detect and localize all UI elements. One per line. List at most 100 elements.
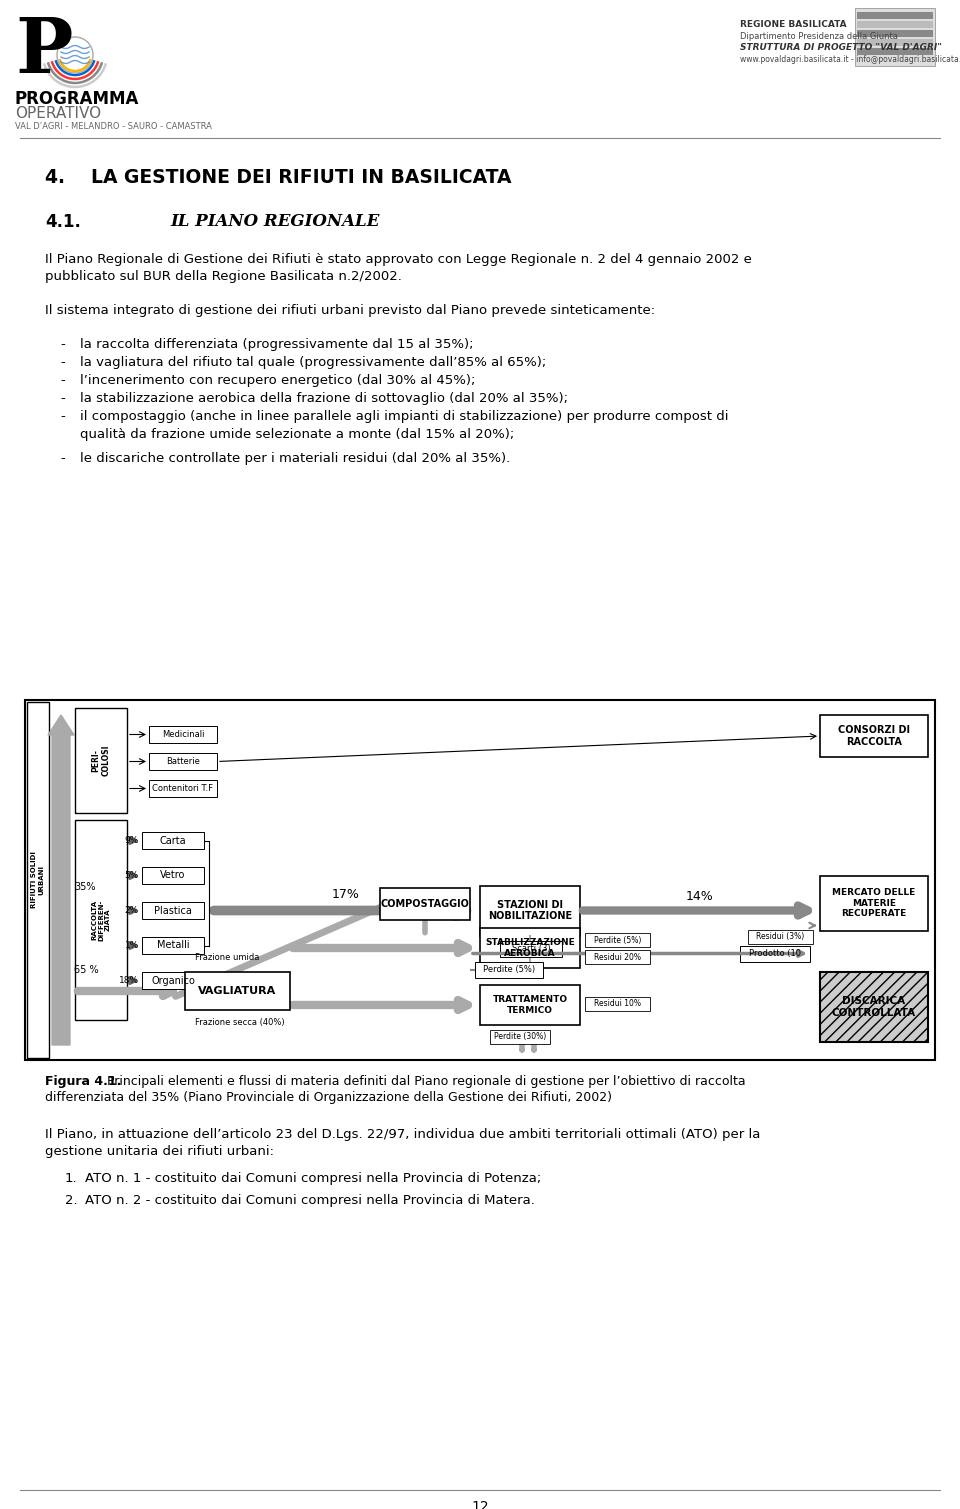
Text: RACCOLTA
DIFFEREN-
ZIATA: RACCOLTA DIFFEREN- ZIATA: [91, 899, 111, 940]
Text: la raccolta differenziata (progressivamente dal 15 al 35%);: la raccolta differenziata (progressivame…: [80, 338, 473, 352]
Bar: [149, 753, 217, 770]
Text: Perdite (5%): Perdite (5%): [483, 964, 535, 973]
Text: gestione unitaria dei rifiuti urbani:: gestione unitaria dei rifiuti urbani:: [45, 1145, 274, 1157]
Text: 12: 12: [471, 1500, 489, 1509]
Text: Contenitori T.F: Contenitori T.F: [153, 785, 213, 794]
Text: PERI-
COLOSI: PERI- COLOSI: [91, 745, 110, 776]
Text: DISCARICA
CONTROLLATA: DISCARICA CONTROLLATA: [832, 996, 916, 1017]
Text: 35%: 35%: [74, 883, 95, 892]
Bar: [748, 930, 813, 945]
Text: 17%: 17%: [331, 887, 359, 901]
Text: -: -: [60, 356, 64, 370]
Text: Residui (3%): Residui (3%): [756, 933, 804, 942]
Bar: [820, 715, 928, 758]
Text: 4.1.: 4.1.: [45, 213, 81, 231]
Bar: [740, 946, 810, 961]
Text: qualità da frazione umide selezionate a monte (dal 15% al 20%);: qualità da frazione umide selezionate a …: [80, 429, 515, 441]
Text: Residui 20%: Residui 20%: [594, 952, 641, 961]
Text: www.povaldagri.basilicata.it - info@povaldagri.basilicata.it: www.povaldagri.basilicata.it - info@pova…: [740, 54, 960, 63]
Bar: [142, 831, 204, 850]
Text: STRUTTURA DI PROGETTO "VAL D'AGRI": STRUTTURA DI PROGETTO "VAL D'AGRI": [740, 42, 942, 51]
Bar: [857, 21, 933, 29]
Text: 4.    LA GESTIONE DEI RIFIUTI IN BASILICATA: 4. LA GESTIONE DEI RIFIUTI IN BASILICATA: [45, 167, 512, 187]
Bar: [480, 886, 580, 936]
Text: 1%: 1%: [125, 942, 139, 951]
Text: Plastica: Plastica: [154, 905, 192, 916]
Bar: [75, 708, 127, 813]
Text: Frazione umida: Frazione umida: [195, 954, 259, 963]
Bar: [490, 1031, 550, 1044]
Text: 18%: 18%: [119, 976, 139, 985]
Bar: [149, 726, 217, 742]
Text: COMPOSTAGGIO: COMPOSTAGGIO: [380, 899, 469, 908]
Bar: [585, 951, 650, 964]
Text: la vagliatura del rifiuto tal quale (progressivamente dall’85% al 65%);: la vagliatura del rifiuto tal quale (pro…: [80, 356, 546, 370]
Bar: [25, 700, 935, 1059]
Text: pubblicato sul BUR della Regione Basilicata n.2/2002.: pubblicato sul BUR della Regione Basilic…: [45, 270, 402, 284]
Bar: [142, 902, 204, 919]
Text: VAL D’AGRI - MELANDRO - SAURO - CAMASTRA: VAL D’AGRI - MELANDRO - SAURO - CAMASTRA: [15, 122, 212, 131]
Text: Il Piano Regionale di Gestione dei Rifiuti è stato approvato con Legge Regionale: Il Piano Regionale di Gestione dei Rifiu…: [45, 254, 752, 266]
Text: 2.: 2.: [65, 1194, 78, 1207]
Text: ATO n. 1 - costituito dai Comuni compresi nella Provincia di Potenza;: ATO n. 1 - costituito dai Comuni compres…: [85, 1172, 541, 1185]
FancyArrow shape: [48, 715, 74, 1046]
Text: la stabilizzazione aerobica della frazione di sottovaglio (dal 20% al 35%);: la stabilizzazione aerobica della frazio…: [80, 392, 568, 404]
Text: le discariche controllate per i materiali residui (dal 20% al 35%).: le discariche controllate per i material…: [80, 453, 511, 465]
Text: Residui 10%: Residui 10%: [594, 999, 641, 1008]
Text: Il Piano, in attuazione dell’articolo 23 del D.Lgs. 22/97, individua due ambiti : Il Piano, in attuazione dell’articolo 23…: [45, 1129, 760, 1141]
Text: Scarti (3): Scarti (3): [512, 945, 550, 954]
Text: Prodotto (10: Prodotto (10: [749, 949, 801, 958]
Bar: [855, 8, 935, 66]
Bar: [500, 940, 562, 957]
Bar: [585, 997, 650, 1011]
Text: MERCATO DELLE
MATERIE
RECUPERATE: MERCATO DELLE MATERIE RECUPERATE: [832, 889, 916, 917]
Text: Il sistema integrato di gestione dei rifiuti urbani previsto dal Piano prevede s: Il sistema integrato di gestione dei rif…: [45, 303, 655, 317]
Bar: [185, 972, 290, 1010]
Bar: [857, 48, 933, 54]
Bar: [380, 887, 470, 920]
Bar: [857, 12, 933, 20]
Text: RIFIUTI SOLIDI
URBANI: RIFIUTI SOLIDI URBANI: [32, 851, 44, 908]
Text: STABILIZZAZIONE
AEROBICA: STABILIZZAZIONE AEROBICA: [485, 939, 575, 958]
Text: STAZIONI DI
NOBILITAZIONE: STAZIONI DI NOBILITAZIONE: [488, 899, 572, 922]
Text: -: -: [60, 392, 64, 404]
Bar: [142, 972, 204, 988]
Text: Metalli: Metalli: [156, 940, 189, 951]
Text: REGIONE BASILICATA: REGIONE BASILICATA: [740, 20, 847, 29]
Bar: [585, 933, 650, 948]
Text: 5%: 5%: [125, 871, 139, 880]
Text: differenziata del 35% (Piano Provinciale di Organizzazione della Gestione dei Ri: differenziata del 35% (Piano Provinciale…: [45, 1091, 612, 1105]
Text: -: -: [60, 453, 64, 465]
Text: Vetro: Vetro: [160, 871, 185, 880]
Bar: [149, 780, 217, 797]
Text: 65 %: 65 %: [74, 964, 99, 975]
Text: OPERATIVO: OPERATIVO: [15, 106, 101, 121]
Text: Carta: Carta: [159, 836, 186, 845]
Text: -: -: [60, 338, 64, 352]
Text: ATO n. 2 - costituito dai Comuni compresi nella Provincia di Matera.: ATO n. 2 - costituito dai Comuni compres…: [85, 1194, 535, 1207]
Bar: [480, 928, 580, 967]
Bar: [75, 819, 127, 1020]
Text: il compostaggio (anche in linee parallele agli impianti di stabilizzazione) per : il compostaggio (anche in linee parallel…: [80, 410, 729, 423]
Text: -: -: [60, 374, 64, 386]
Bar: [480, 985, 580, 1025]
Text: Principali elementi e flussi di materia definiti dal Piano regionale di gestione: Principali elementi e flussi di materia …: [103, 1074, 746, 1088]
Text: VAGLIATURA: VAGLIATURA: [199, 985, 276, 996]
Bar: [820, 972, 928, 1043]
Bar: [142, 937, 204, 954]
Text: Perdite (5%): Perdite (5%): [594, 936, 641, 945]
Text: CONSORZI DI
RACCOLTA: CONSORZI DI RACCOLTA: [838, 726, 910, 747]
Text: 2%: 2%: [125, 905, 139, 914]
Text: IL PIANO REGIONALE: IL PIANO REGIONALE: [170, 213, 379, 229]
Text: PROGRAMMA: PROGRAMMA: [15, 91, 139, 109]
Text: 9%: 9%: [125, 836, 139, 845]
Text: Figura 4.1.: Figura 4.1.: [45, 1074, 121, 1088]
Text: Medicinali: Medicinali: [161, 730, 204, 739]
Text: l’incenerimento con recupero energetico (dal 30% al 45%);: l’incenerimento con recupero energetico …: [80, 374, 475, 386]
Text: Frazione secca (40%): Frazione secca (40%): [195, 1019, 284, 1028]
Text: 1.: 1.: [65, 1172, 78, 1185]
Bar: [142, 868, 204, 884]
Text: Organico: Organico: [151, 975, 195, 985]
Text: 14%: 14%: [686, 890, 714, 902]
Text: P: P: [15, 15, 72, 89]
